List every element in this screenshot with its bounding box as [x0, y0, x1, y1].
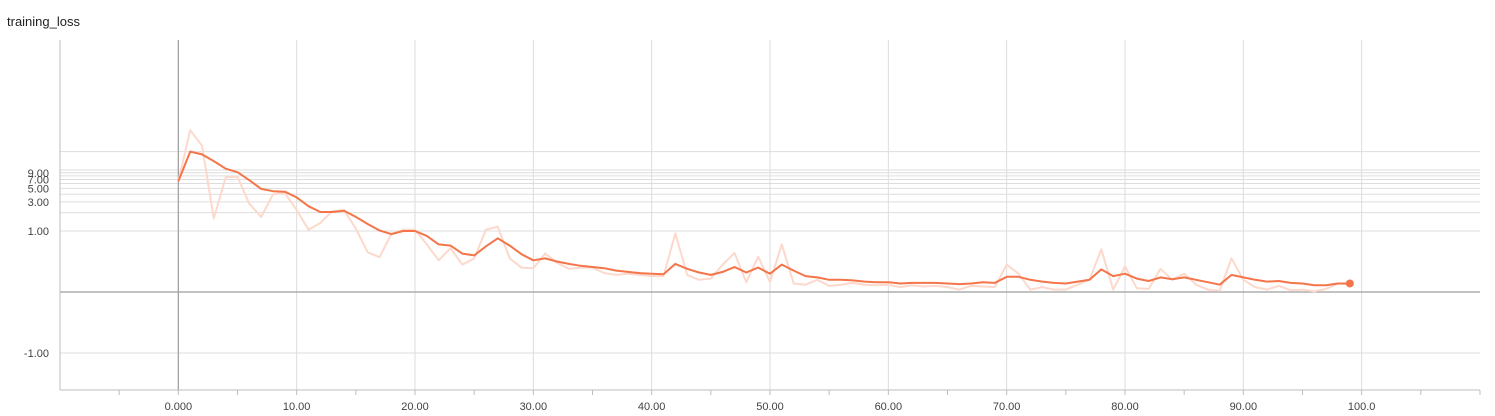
x-tick-label: 10.00: [283, 401, 311, 413]
x-tick-label: 40.00: [638, 401, 666, 413]
x-tick-label: 90.00: [1230, 401, 1258, 413]
x-tick-label: 70.00: [993, 401, 1021, 413]
x-tick-label: 0.000: [165, 401, 193, 413]
series-line-smoothed: [177, 150, 1350, 287]
series-end-point: [1345, 279, 1354, 288]
x-tick-label: 60.00: [875, 401, 903, 413]
y-tick-label: 1.00: [28, 226, 49, 238]
y-tick-label: -1.00: [24, 348, 49, 360]
y-tick-label: 3.00: [28, 197, 49, 209]
series-line-raw: [177, 129, 1350, 293]
x-tick-label: 80.00: [1111, 401, 1139, 413]
x-tick-labels: 0.000 10.00 20.00 30.00 40.00 50.00 60.00 70.00…: [165, 401, 1376, 413]
x-tick-label: 30.00: [520, 401, 548, 413]
y-tick-labels: 9.007.005.00 3.00 1.00 -1.00: [24, 168, 49, 360]
axes: [59, 40, 1481, 395]
y-tick-label: 9.00: [28, 168, 49, 180]
series-lines: [177, 129, 1354, 293]
x-tick-label: 20.00: [401, 401, 429, 413]
y-tick-label: 7.00: [28, 174, 49, 186]
chart-title: training_loss: [7, 14, 80, 29]
y-tick-label: 5.00: [28, 183, 49, 195]
x-tick-label: 100.0: [1348, 401, 1376, 413]
x-tick-label: 50.00: [756, 401, 784, 413]
grid-lines: [60, 40, 1480, 390]
